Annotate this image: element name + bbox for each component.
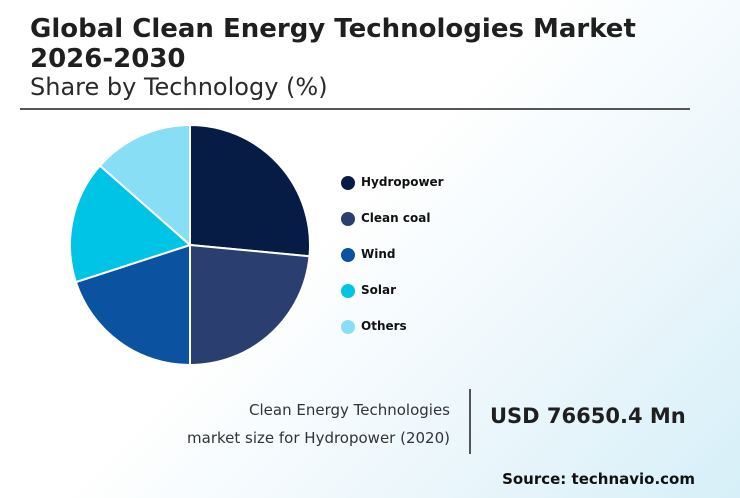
header-divider	[20, 108, 690, 110]
legend-swatch	[341, 320, 355, 334]
chart-title: Global Clean Energy Technologies Market …	[30, 14, 636, 74]
market-size-caption: Clean Energy Technologies market size fo…	[187, 396, 450, 452]
pie-slice-clean-coal	[189, 243, 311, 367]
pie-slice-solar	[69, 164, 192, 284]
legend-swatch	[341, 212, 355, 226]
legend-swatch	[341, 248, 355, 262]
legend-label: Solar	[361, 283, 397, 297]
value-divider	[469, 389, 471, 454]
legend-swatch	[341, 284, 355, 298]
chart-subtitle: Share by Technology (%)	[30, 73, 328, 101]
pie-slice-hydropower	[189, 123, 311, 258]
market-size-value: USD 76650.4 Mn	[490, 404, 686, 428]
legend-label: Hydropower	[361, 175, 444, 189]
legend-label: Clean coal	[361, 211, 431, 225]
caption-line-2: market size for Hydropower (2020)	[187, 429, 450, 447]
legend-label: Wind	[361, 247, 396, 261]
legend-label: Others	[361, 319, 407, 333]
source-credit: Source: technavio.com	[502, 470, 695, 488]
pie-slice-wind	[74, 243, 191, 367]
pie-chart	[69, 123, 311, 367]
legend-swatch	[341, 176, 355, 190]
pie-slice-others	[98, 123, 191, 248]
caption-line-1: Clean Energy Technologies	[249, 401, 450, 419]
